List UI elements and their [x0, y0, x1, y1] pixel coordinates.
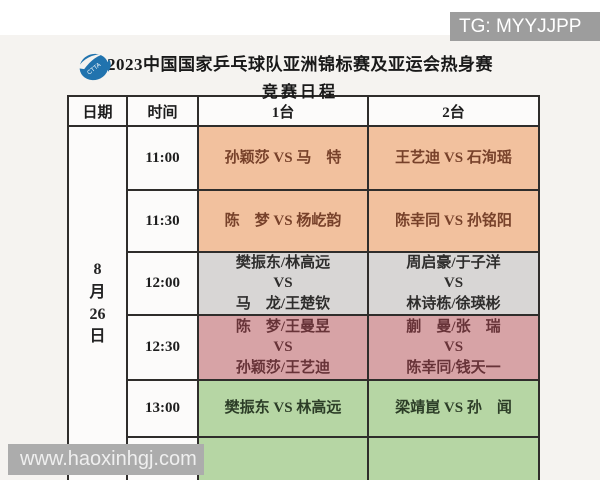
table-row: 8 月 26 日 11:00 孙颖莎 VS 马 特 王艺迪 VS 石洵瑶: [67, 125, 540, 480]
match-cell: 樊振东 VS 林高远: [197, 379, 369, 438]
match-cell: [367, 436, 540, 480]
date-value: 8 月 26 日: [89, 261, 106, 346]
match-cell: 陈幸同 VS 孙铭阳: [367, 189, 540, 253]
column-header-table1: 1台: [197, 95, 369, 127]
match-cell: 陈 梦 VS 杨屹韵: [197, 189, 369, 253]
match-cell: 孙颖莎 VS 马 特: [197, 125, 369, 191]
website-watermark: www.haoxinhgj.com: [8, 444, 204, 475]
match-cell: 樊振东/林高远 VS 马 龙/王楚钦: [197, 251, 369, 316]
table-header-row: 日期 时间 1台 2台: [67, 95, 540, 127]
match-cell: [197, 436, 369, 480]
document-header: CTTA 2023中国国家乒乓球队亚洲锦标赛及亚运会热身赛 竞赛日程: [0, 50, 600, 102]
time-cell: 13:00: [126, 379, 199, 438]
match-cell: 王艺迪 VS 石洵瑶: [367, 125, 540, 191]
time-cell: 11:00: [126, 125, 199, 191]
date-cell: 8 月 26 日: [67, 125, 128, 480]
column-header-table2: 2台: [367, 95, 540, 127]
match-cell: 陈 梦/王曼昱 VS 孙颖莎/王艺迪: [197, 314, 369, 381]
table-row: 13:00 樊振东 VS 林高远 梁靖崑 VS 孙 闻: [68, 379, 540, 438]
table-row: 12:30 陈 梦/王曼昱 VS 孙颖莎/王艺迪 蒯 曼/张 瑞 VS 陈幸同/…: [68, 314, 540, 381]
document-subtitle: 竞赛日程: [261, 84, 338, 101]
time-cell: 12:30: [126, 314, 199, 381]
telegram-badge: TG: MYYJJPP: [450, 12, 600, 41]
column-header-date: 日期: [67, 95, 128, 127]
match-cell: 蒯 曼/张 瑞 VS 陈幸同/钱天一: [367, 314, 540, 381]
ctta-logo-icon: CTTA: [76, 50, 112, 84]
document-title: 2023中国国家乒乓球队亚洲锦标赛及亚运会热身赛: [107, 55, 493, 74]
time-cell: 12:00: [126, 251, 199, 316]
schedule-table: 日期 时间 1台 2台 8 月 26 日 11:00 孙颖莎 VS 马 特 王艺…: [67, 95, 540, 480]
time-cell: 11:30: [126, 189, 199, 253]
match-cell: 周启豪/于子洋 VS 林诗栋/徐瑛彬: [367, 251, 540, 316]
table-row: 12:00 樊振东/林高远 VS 马 龙/王楚钦 周启豪/于子洋 VS 林诗栋/…: [68, 251, 540, 316]
match-cell: 梁靖崑 VS 孙 闻: [367, 379, 540, 438]
table-row: 11:30 陈 梦 VS 杨屹韵 陈幸同 VS 孙铭阳: [68, 189, 540, 253]
column-header-time: 时间: [126, 95, 199, 127]
